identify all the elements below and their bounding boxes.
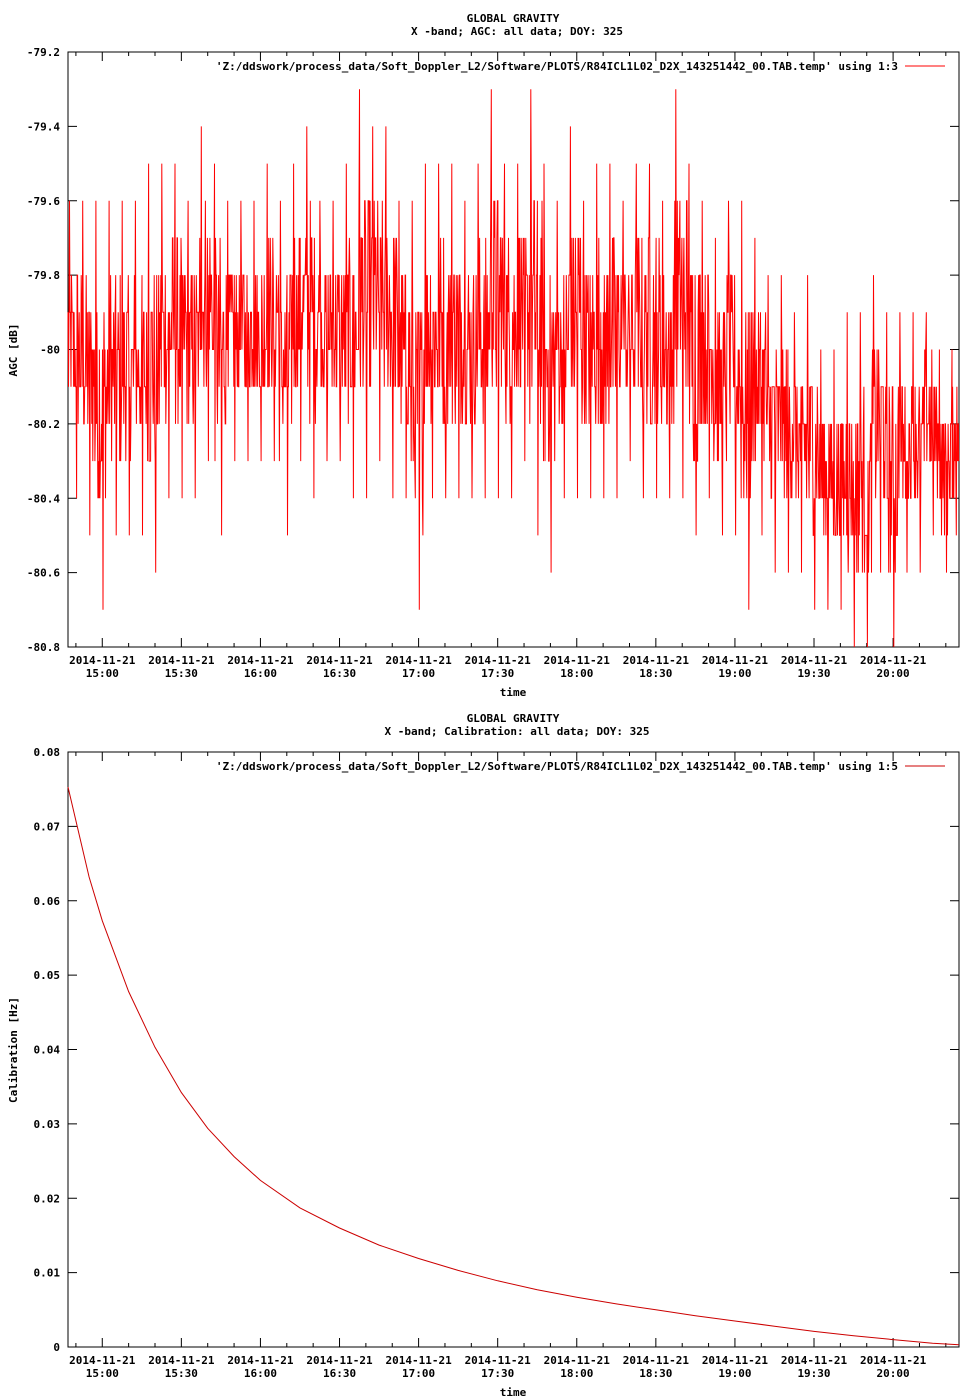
y-tick-label: -79.8 [27,269,60,282]
x-tick-time: 18:30 [639,667,672,680]
x-tick-time: 19:30 [797,1367,830,1380]
x-tick-date: 2014-11-21 [623,1354,690,1367]
x-tick-time: 16:00 [244,667,277,680]
x-tick-date: 2014-11-21 [465,654,532,667]
calibration-chart: GLOBAL GRAVITY X -band; Calibration: all… [7,712,960,1399]
x-tick-date: 2014-11-21 [465,1354,532,1367]
y-tick-label: 0.04 [34,1044,61,1057]
x-tick-date: 2014-11-21 [781,1354,848,1367]
chart-1-y-label: AGC [dB] [7,324,20,377]
agc-series-line [67,89,960,648]
calibration-series-line [67,786,960,1346]
x-tick-date: 2014-11-21 [148,1354,215,1367]
chart-1-x-axis: 2014-11-2115:002014-11-2115:302014-11-21… [69,52,947,680]
x-tick-date: 2014-11-21 [860,1354,927,1367]
y-tick-label: 0.03 [34,1118,61,1131]
y-tick-label: 0.02 [34,1192,61,1205]
x-tick-time: 15:30 [165,667,198,680]
x-tick-date: 2014-11-21 [702,1354,769,1367]
x-tick-time: 17:00 [402,1367,435,1380]
chart-1-title: GLOBAL GRAVITY [467,12,560,25]
y-tick-label: -79.4 [27,120,60,133]
chart-2-x-axis: 2014-11-2115:002014-11-2115:302014-11-21… [69,752,947,1380]
x-tick-date: 2014-11-21 [306,1354,373,1367]
x-tick-time: 16:00 [244,1367,277,1380]
x-tick-time: 15:30 [165,1367,198,1380]
agc-chart: GLOBAL GRAVITY X -band; AGC: all data; D… [7,12,960,699]
x-tick-time: 16:30 [323,1367,356,1380]
x-tick-date: 2014-11-21 [69,654,136,667]
x-tick-date: 2014-11-21 [148,654,215,667]
chart-2-y-label: Calibration [Hz] [7,997,20,1103]
chart-2-legend-label: 'Z:/ddswork/process_data/Soft_Doppler_L2… [216,760,898,773]
y-tick-label: -80.8 [27,641,60,654]
y-tick-label: -80.4 [27,492,60,505]
chart-1-legend-label: 'Z:/ddswork/process_data/Soft_Doppler_L2… [216,60,898,73]
y-tick-label: -79.6 [27,195,60,208]
chart-2-plot-frame [67,751,960,1348]
x-tick-date: 2014-11-21 [781,654,848,667]
chart-1-subtitle: X -band; AGC: all data; DOY: 325 [411,25,623,38]
x-tick-date: 2014-11-21 [227,1354,294,1367]
x-tick-time: 18:30 [639,1367,672,1380]
x-tick-date: 2014-11-21 [69,1354,136,1367]
x-tick-date: 2014-11-21 [306,654,373,667]
x-tick-date: 2014-11-21 [227,654,294,667]
x-tick-time: 17:30 [481,667,514,680]
y-tick-label: 0.07 [34,820,61,833]
chart-1-series [67,89,960,648]
x-tick-date: 2014-11-21 [544,654,611,667]
y-tick-label: 0.01 [34,1267,61,1280]
x-tick-time: 19:00 [718,1367,751,1380]
chart-2-x-label: time [500,1386,527,1399]
y-tick-label: -80 [40,344,60,357]
x-tick-time: 19:30 [797,667,830,680]
x-tick-time: 17:30 [481,1367,514,1380]
chart-1-x-label: time [500,686,527,699]
x-tick-time: 17:00 [402,667,435,680]
x-tick-time: 16:30 [323,667,356,680]
x-tick-time: 18:00 [560,667,593,680]
chart-2-subtitle: X -band; Calibration: all data; DOY: 325 [385,725,650,738]
x-tick-date: 2014-11-21 [385,1354,452,1367]
y-tick-label: 0.05 [34,969,61,982]
y-tick-label: -80.2 [27,418,60,431]
y-tick-label: 0 [53,1341,60,1354]
x-tick-date: 2014-11-21 [623,654,690,667]
x-tick-date: 2014-11-21 [385,654,452,667]
x-tick-time: 20:00 [877,667,910,680]
chart-2-series [67,786,960,1346]
y-tick-label: 0.06 [34,895,61,908]
y-tick-label: 0.08 [34,746,61,759]
y-tick-label: -80.6 [27,567,60,580]
chart-2-title: GLOBAL GRAVITY [467,712,560,725]
x-tick-time: 18:00 [560,1367,593,1380]
y-tick-label: -79.2 [27,46,60,59]
x-tick-date: 2014-11-21 [544,1354,611,1367]
x-tick-date: 2014-11-21 [702,654,769,667]
x-tick-time: 20:00 [877,1367,910,1380]
x-tick-time: 15:00 [86,1367,119,1380]
x-tick-time: 19:00 [718,667,751,680]
x-tick-time: 15:00 [86,667,119,680]
chart-2-y-axis: 0.08 0.07 0.06 0.05 0.04 0.03 0.02 0.01 0 [34,746,959,1354]
x-tick-date: 2014-11-21 [860,654,927,667]
